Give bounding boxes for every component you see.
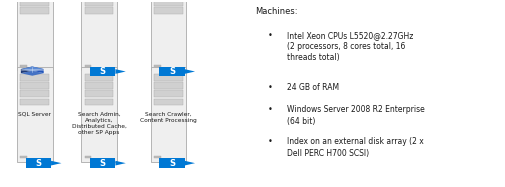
- FancyBboxPatch shape: [154, 74, 183, 81]
- Text: S: S: [100, 159, 106, 168]
- Text: Search Admin,
Analytics,
Distributed Cache,
other SP Apps: Search Admin, Analytics, Distributed Cac…: [72, 112, 127, 135]
- Polygon shape: [32, 67, 44, 73]
- FancyBboxPatch shape: [21, 0, 49, 6]
- FancyBboxPatch shape: [21, 7, 49, 14]
- FancyBboxPatch shape: [154, 65, 161, 67]
- Text: S: S: [169, 67, 175, 76]
- Polygon shape: [185, 69, 195, 74]
- FancyBboxPatch shape: [21, 91, 49, 97]
- Text: Index on an external disk array (2 x
Dell PERC H700 SCSI): Index on an external disk array (2 x Del…: [287, 137, 424, 158]
- FancyBboxPatch shape: [160, 67, 185, 76]
- FancyBboxPatch shape: [154, 7, 183, 14]
- FancyBboxPatch shape: [150, 0, 186, 70]
- FancyBboxPatch shape: [21, 82, 49, 89]
- FancyBboxPatch shape: [85, 99, 113, 105]
- FancyBboxPatch shape: [150, 67, 186, 162]
- FancyBboxPatch shape: [21, 74, 49, 81]
- FancyBboxPatch shape: [81, 67, 117, 162]
- FancyBboxPatch shape: [85, 74, 113, 81]
- FancyBboxPatch shape: [21, 99, 49, 105]
- FancyBboxPatch shape: [21, 157, 27, 158]
- Polygon shape: [51, 161, 62, 165]
- Text: •: •: [267, 83, 272, 92]
- Polygon shape: [21, 67, 44, 71]
- FancyBboxPatch shape: [17, 0, 53, 70]
- FancyBboxPatch shape: [85, 82, 113, 89]
- Polygon shape: [185, 161, 195, 165]
- FancyBboxPatch shape: [81, 0, 117, 70]
- FancyBboxPatch shape: [85, 157, 91, 158]
- FancyBboxPatch shape: [160, 158, 185, 168]
- Text: S: S: [35, 159, 41, 168]
- Polygon shape: [115, 69, 126, 74]
- Text: •: •: [267, 105, 272, 114]
- Polygon shape: [21, 71, 44, 76]
- FancyBboxPatch shape: [90, 158, 115, 168]
- Text: S: S: [100, 67, 106, 76]
- Text: Intel Xeon CPUs L5520@2.27GHz
(2 processors, 8 cores total, 16
threads total): Intel Xeon CPUs L5520@2.27GHz (2 process…: [287, 31, 414, 62]
- Text: S: S: [169, 159, 175, 168]
- FancyBboxPatch shape: [154, 91, 183, 97]
- Text: Machines:: Machines:: [255, 7, 297, 16]
- Text: SQL Server: SQL Server: [18, 112, 51, 117]
- Text: 24 GB of RAM: 24 GB of RAM: [287, 83, 339, 92]
- FancyBboxPatch shape: [85, 91, 113, 97]
- FancyBboxPatch shape: [154, 82, 183, 89]
- Polygon shape: [115, 161, 126, 165]
- FancyBboxPatch shape: [21, 65, 27, 67]
- FancyBboxPatch shape: [154, 157, 161, 158]
- FancyBboxPatch shape: [90, 67, 115, 76]
- FancyBboxPatch shape: [154, 99, 183, 105]
- FancyBboxPatch shape: [26, 158, 51, 168]
- FancyBboxPatch shape: [154, 0, 183, 6]
- Text: Search Crawler,
Content Processing: Search Crawler, Content Processing: [140, 112, 197, 123]
- FancyBboxPatch shape: [17, 67, 53, 162]
- Polygon shape: [21, 67, 32, 73]
- Text: •: •: [267, 31, 272, 40]
- Text: •: •: [267, 137, 272, 146]
- FancyBboxPatch shape: [85, 7, 113, 14]
- FancyBboxPatch shape: [85, 65, 91, 67]
- Text: Windows Server 2008 R2 Enterprise
(64 bit): Windows Server 2008 R2 Enterprise (64 bi…: [287, 105, 425, 125]
- FancyBboxPatch shape: [85, 0, 113, 6]
